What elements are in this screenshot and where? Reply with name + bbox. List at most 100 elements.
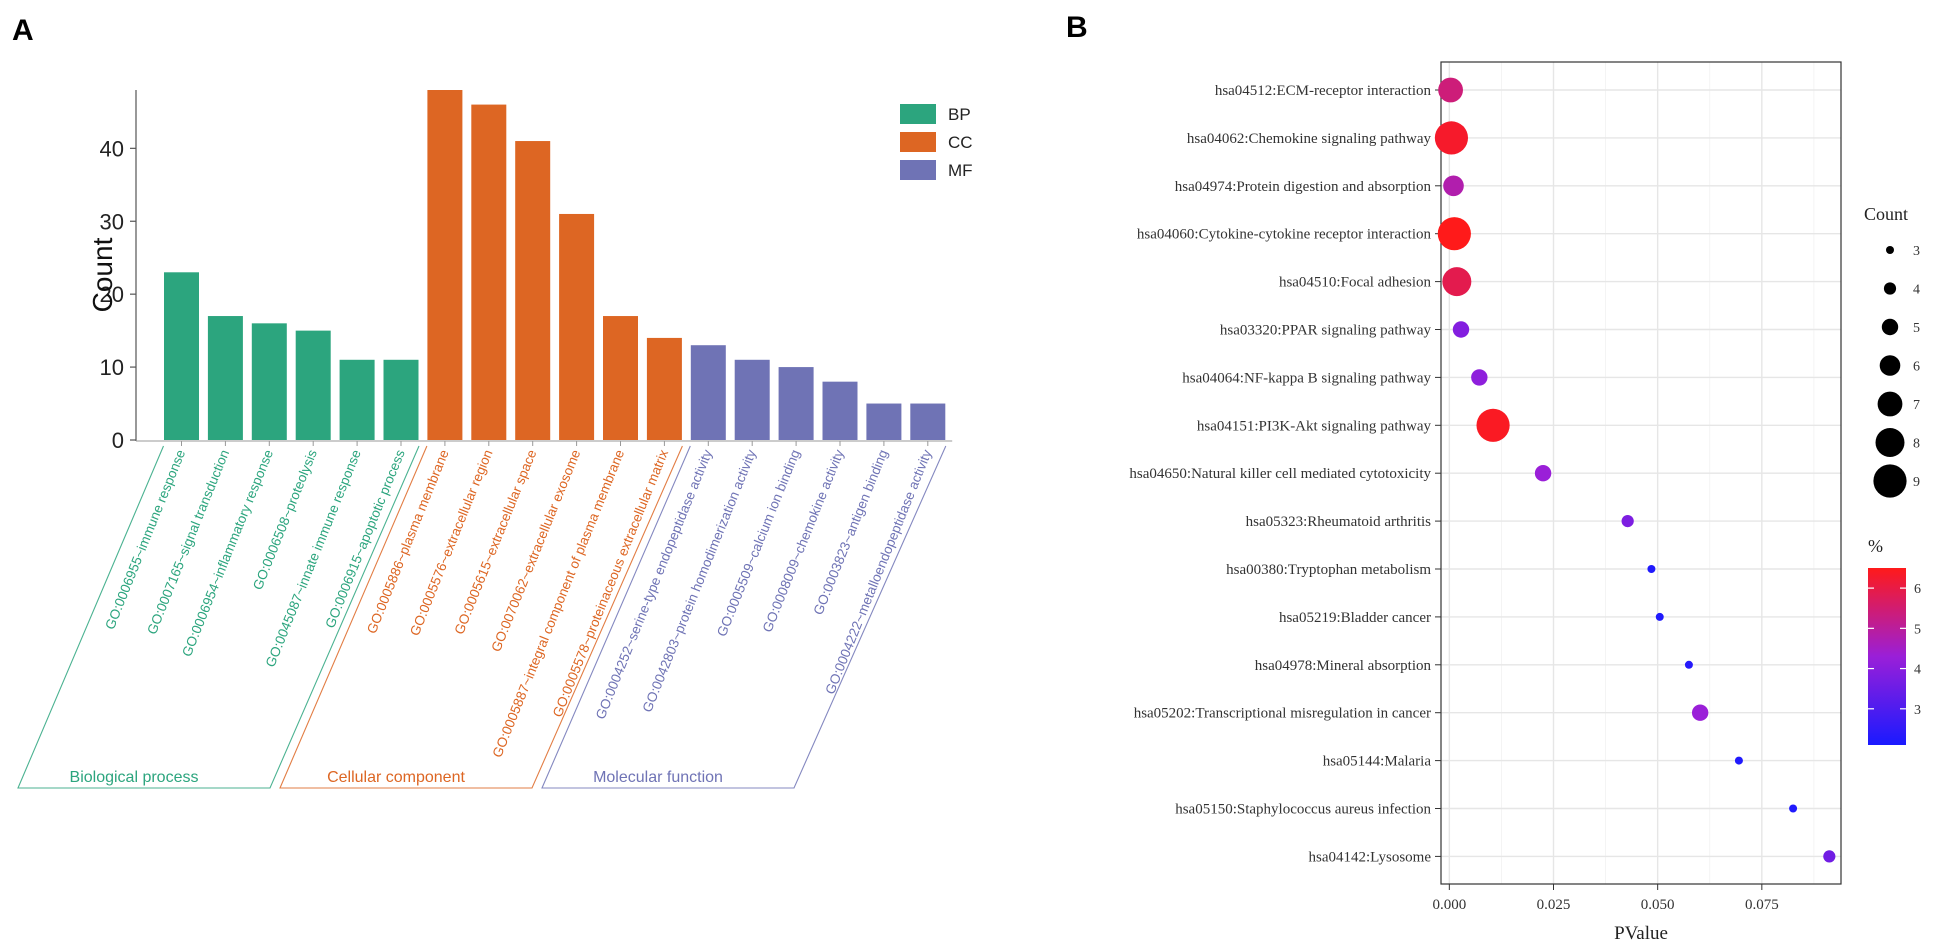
data-point bbox=[1621, 515, 1634, 528]
data-point bbox=[1471, 369, 1488, 386]
bar bbox=[822, 381, 858, 440]
size-legend-dot bbox=[1883, 282, 1897, 295]
bar bbox=[383, 359, 419, 440]
panel-b-dot-plot: hsa04512:ECM-receptor interaction hsa0406… bbox=[1129, 61, 1921, 944]
term-label: hsa00380:Tryptophan metabolism bbox=[1226, 562, 1431, 578]
term-label: hsa04512:ECM-receptor interaction bbox=[1215, 83, 1432, 99]
data-point bbox=[1789, 804, 1798, 813]
legend-swatch bbox=[900, 104, 936, 124]
bar bbox=[603, 316, 638, 440]
legend-label: CC bbox=[948, 133, 973, 152]
data-point bbox=[1437, 217, 1471, 251]
data-point bbox=[1534, 465, 1552, 482]
data-point bbox=[1647, 565, 1656, 573]
data-point bbox=[1443, 175, 1464, 197]
size-legend-title: Count bbox=[1864, 204, 1908, 224]
bar bbox=[690, 345, 726, 440]
bar bbox=[339, 359, 375, 440]
data-point bbox=[1438, 77, 1463, 103]
color-legend-label: 6 bbox=[1914, 582, 1921, 597]
group-bracket bbox=[279, 445, 683, 789]
group-label: Molecular function bbox=[593, 769, 723, 786]
group-label: Biological process bbox=[70, 769, 199, 786]
term-label: hsa04060:Cytokine-cytokine receptor inte… bbox=[1137, 227, 1432, 243]
x-tick-label: 0.050 bbox=[1641, 897, 1675, 913]
term-label: hsa04151:PI3K-Akt signaling pathway bbox=[1197, 418, 1432, 434]
term-label: hsa03320:PPAR signaling pathway bbox=[1220, 323, 1432, 339]
size-legend-dot bbox=[1879, 355, 1901, 376]
data-point bbox=[1734, 756, 1743, 765]
panel-a-bar-chart: 0 10 20 30 40 Count GO:0006955~immune response… bbox=[17, 90, 973, 789]
bar bbox=[164, 272, 199, 440]
size-legend-label: 8 bbox=[1913, 437, 1920, 452]
x-term-label: GO:0070062~extracellular exosome bbox=[488, 448, 583, 654]
x-term-label: GO:0005509~calcium ion binding bbox=[714, 448, 803, 639]
legend-swatch bbox=[900, 132, 936, 152]
term-label: hsa04142:Lysosome bbox=[1309, 849, 1432, 865]
data-point bbox=[1476, 408, 1510, 442]
x-axis-title: PValue bbox=[1614, 923, 1668, 944]
bar bbox=[427, 90, 463, 440]
bar bbox=[295, 330, 331, 440]
x-term-label: GO:0006954~inflammatory response bbox=[179, 448, 276, 659]
y-tick-label: 0 bbox=[112, 428, 124, 453]
x-tick-label: 0.075 bbox=[1745, 897, 1779, 913]
term-label: hsa05219:Bladder cancer bbox=[1279, 610, 1431, 626]
data-point bbox=[1452, 321, 1470, 338]
x-term-label: GO:0007165~signal transduction bbox=[144, 448, 232, 637]
y-tick-label: 30 bbox=[100, 209, 124, 234]
color-legend-label: 3 bbox=[1914, 703, 1921, 718]
bar bbox=[910, 403, 946, 440]
x-term-label: GO:0005615~extracellular space bbox=[451, 448, 539, 637]
term-label: hsa05144:Malaria bbox=[1323, 754, 1432, 770]
panel-b-letter: B bbox=[1066, 11, 1088, 44]
bar bbox=[866, 403, 902, 440]
term-label: hsa04650:Natural killer cell mediated cy… bbox=[1129, 466, 1431, 482]
x-tick-label: 0.025 bbox=[1537, 897, 1571, 913]
size-legend-dot bbox=[1877, 391, 1903, 417]
y-tick-label: 10 bbox=[100, 355, 124, 380]
y-tick-label: 40 bbox=[100, 136, 124, 161]
y-tick-label: 20 bbox=[100, 282, 124, 307]
data-point bbox=[1655, 612, 1664, 621]
term-label: hsa05323:Rheumatoid arthritis bbox=[1246, 514, 1432, 530]
data-point bbox=[1434, 121, 1469, 155]
size-legend-label: 7 bbox=[1913, 398, 1920, 413]
color-legend-title: % bbox=[1868, 536, 1883, 556]
x-term-label: GO:0005576~extracellular region bbox=[407, 448, 496, 638]
bar bbox=[471, 104, 507, 440]
data-point bbox=[1684, 660, 1693, 669]
bar bbox=[778, 367, 814, 440]
legend-swatch bbox=[900, 160, 936, 180]
x-term-label: GO:0006955~immune response bbox=[102, 448, 188, 632]
term-label: hsa04974:Protein digestion and absorptio… bbox=[1175, 179, 1432, 195]
size-legend-label: 4 bbox=[1913, 283, 1920, 298]
bar bbox=[559, 213, 595, 440]
term-label: hsa04978:Mineral absorption bbox=[1255, 658, 1432, 674]
color-legend-bar bbox=[1868, 568, 1906, 745]
size-legend-label: 9 bbox=[1913, 475, 1920, 490]
data-point bbox=[1691, 704, 1709, 721]
size-legend-label: 3 bbox=[1913, 244, 1920, 259]
color-legend-label: 4 bbox=[1914, 663, 1921, 678]
size-legend-label: 5 bbox=[1913, 321, 1920, 336]
data-point bbox=[1442, 267, 1472, 297]
size-legend-dot bbox=[1886, 246, 1894, 254]
bar bbox=[646, 337, 682, 440]
panel-a-letter: A bbox=[12, 14, 34, 47]
size-legend-dot bbox=[1875, 428, 1905, 457]
data-point bbox=[1823, 850, 1836, 863]
legend-label: MF bbox=[948, 161, 973, 180]
x-term-label: GO:0008009~chemokine activity bbox=[760, 447, 847, 634]
group-bracket bbox=[541, 445, 947, 789]
size-legend-dot bbox=[1873, 464, 1907, 498]
term-label: hsa05150:Staphylococcus aureus infection bbox=[1175, 802, 1431, 818]
term-label: hsa04510:Focal adhesion bbox=[1279, 275, 1432, 291]
x-term-label: GO:0006915~apoptotic process bbox=[322, 447, 408, 630]
x-tick-label: 0.000 bbox=[1432, 897, 1466, 913]
term-label: hsa05202:Transcriptional misregulation i… bbox=[1134, 706, 1431, 722]
group-label: Cellular component bbox=[327, 769, 465, 786]
term-label: hsa04062:Chemokine signaling pathway bbox=[1187, 131, 1432, 147]
legend-label: BP bbox=[948, 105, 971, 124]
